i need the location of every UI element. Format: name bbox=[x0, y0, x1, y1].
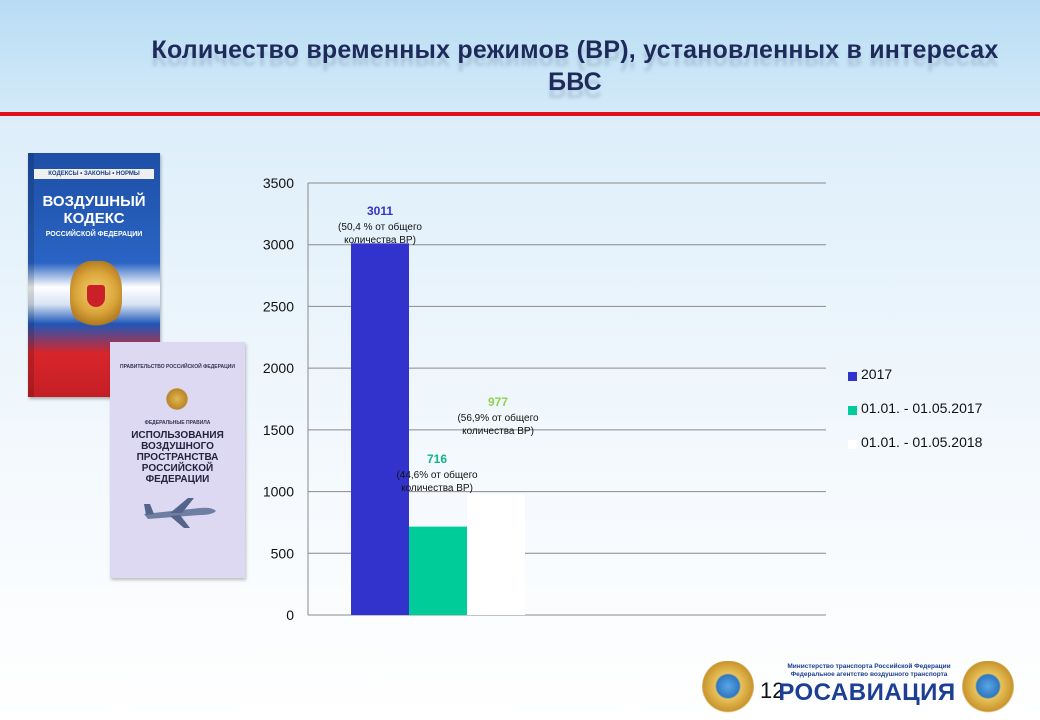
y-tick-label-500: 500 bbox=[271, 545, 295, 561]
y-tick-label-0: 0 bbox=[286, 607, 294, 623]
page-number: 12 bbox=[760, 678, 785, 703]
book2-title-line-1: ИСПОЛЬЗОВАНИЯ bbox=[131, 430, 224, 441]
book2-emblem-icon bbox=[166, 386, 188, 412]
title-line-2: БВС bbox=[548, 68, 602, 96]
bar-chart: 0 500 1000 1500 2000 2500 3000 3500 3011 (50,4 % … bbox=[263, 175, 826, 623]
bar-0 bbox=[351, 243, 409, 615]
book2-subtitle: ФЕДЕРАЛЬНЫЕ ПРАВИЛА bbox=[144, 420, 211, 426]
book2-publisher: ПРАВИТЕЛЬСТВО РОССИЙСКОЙ ФЕДЕРАЦИИ bbox=[120, 364, 235, 370]
y-tick-label-3000: 3000 bbox=[263, 237, 294, 253]
agency-name: РОСАВИАЦИЯ bbox=[778, 679, 956, 706]
ministry-crest-icon bbox=[702, 661, 754, 717]
book2-title-line-2: ВОЗДУШНОГО bbox=[141, 441, 214, 452]
slide-title: Количество временных режимов (ВР), устан… bbox=[140, 34, 1010, 98]
y-tick-label-1000: 1000 bbox=[263, 484, 294, 500]
data-label-note-0-line-2: количества ВР) bbox=[344, 235, 416, 246]
slide-header bbox=[0, 0, 1040, 112]
data-label-value-1: 716 bbox=[427, 452, 447, 466]
airspace-rules-book-image: ПРАВИТЕЛЬСТВО РОССИЙСКОЙ ФЕДЕРАЦИИ ФЕДЕР… bbox=[110, 342, 245, 578]
legend-label-2017: 2017 bbox=[861, 366, 893, 382]
y-tick-label-2000: 2000 bbox=[263, 360, 294, 376]
legend-swatch-2017 bbox=[848, 372, 857, 381]
book1-subtitle: РОССИЙСКОЙ ФЕДЕРАЦИИ bbox=[45, 231, 143, 238]
y-tick-label-3500: 3500 bbox=[263, 175, 294, 191]
y-tick-label-2500: 2500 bbox=[263, 298, 294, 314]
book2-title-line-3: ПРОСТРАНСТВА bbox=[136, 452, 219, 463]
header-divider bbox=[0, 112, 1040, 116]
bar-1 bbox=[409, 526, 467, 615]
air-code-book-image: КОДЕКСЫ • ЗАКОНЫ • НОРМЫ ВОЗДУШНЫЙ КОДЕК… bbox=[28, 153, 160, 397]
book-spine bbox=[28, 153, 34, 397]
data-label-note-0-line-1: (50,4 % от общего bbox=[338, 221, 422, 233]
ministry-line-2: Федеральное агентство воздушного транспо… bbox=[790, 671, 948, 678]
airplane-icon bbox=[144, 498, 216, 528]
data-label-value-0: 3011 bbox=[367, 204, 393, 218]
ministry-caption: Министерство транспорта Российской Федер… bbox=[774, 663, 964, 679]
bar-2 bbox=[467, 494, 525, 615]
book1-strip: КОДЕКСЫ • ЗАКОНЫ • НОРМЫ bbox=[34, 169, 154, 179]
book2-title: ИСПОЛЬЗОВАНИЯ ВОЗДУШНОГО ПРОСТРАНСТВА РО… bbox=[114, 430, 241, 485]
book2-title-line-4: РОССИЙСКОЙ ФЕДЕРАЦИИ bbox=[141, 463, 214, 485]
book1-title-line-2: КОДЕКС bbox=[63, 210, 125, 227]
legend-swatch-jan-may-2017 bbox=[848, 406, 857, 415]
rosaviatsia-logo: Министерство транспорта Российской Федер… bbox=[700, 657, 1040, 720]
book1-title-line-1: ВОЗДУШНЫЙ bbox=[42, 193, 146, 210]
data-label-value-2: 977 bbox=[488, 395, 508, 409]
data-label-note-1-line-1: (44,6% от общего bbox=[396, 469, 478, 481]
legend-swatch-jan-may-2018 bbox=[848, 440, 857, 449]
data-label-note-1-line-2: количества ВР) bbox=[401, 483, 473, 494]
data-label-note-2-line-2: количества ВР) bbox=[462, 426, 534, 437]
data-label-note-2-line-1: (56,9% от общего bbox=[457, 412, 539, 424]
agency-crest-icon bbox=[962, 661, 1014, 717]
book1-title: ВОЗДУШНЫЙ КОДЕКС bbox=[28, 193, 160, 227]
y-tick-label-1500: 1500 bbox=[263, 422, 294, 438]
legend-label-jan-may-2017: 01.01. - 01.05.2017 bbox=[861, 400, 983, 416]
ministry-line-1: Министерство транспорта Российской Федер… bbox=[787, 663, 951, 670]
legend-label-jan-may-2018: 01.01. - 01.05.2018 bbox=[861, 434, 983, 450]
emblem-shield-icon bbox=[87, 285, 105, 307]
title-line-1: Количество временных режимов (ВР), устан… bbox=[151, 36, 999, 64]
